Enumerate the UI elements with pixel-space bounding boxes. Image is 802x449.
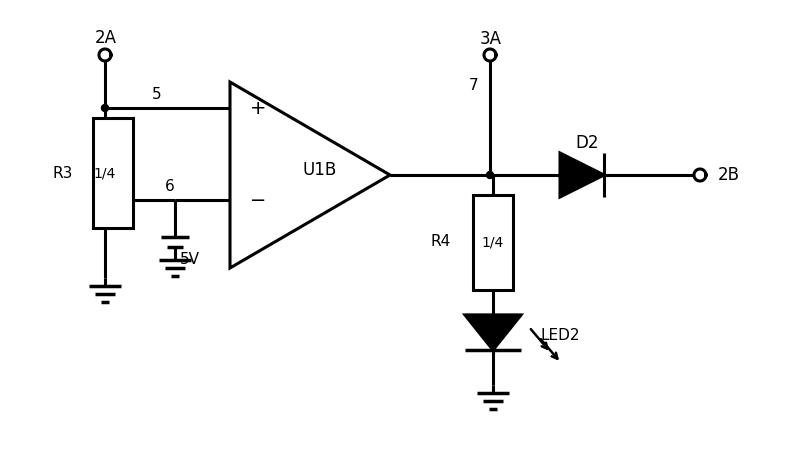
Polygon shape	[559, 153, 603, 197]
Text: D2: D2	[574, 134, 598, 152]
Text: LED2: LED2	[541, 327, 580, 343]
Text: 1/4: 1/4	[94, 166, 116, 180]
Text: 5: 5	[152, 87, 162, 101]
Text: 1/4: 1/4	[481, 235, 504, 249]
Bar	[472, 195, 512, 290]
Text: R4: R4	[430, 234, 451, 250]
Polygon shape	[229, 82, 390, 268]
Text: 5V: 5V	[180, 251, 200, 267]
Text: R3: R3	[53, 166, 73, 180]
Polygon shape	[484, 49, 496, 61]
Text: 6: 6	[165, 179, 175, 194]
Polygon shape	[99, 49, 111, 61]
Text: −: −	[249, 190, 265, 210]
Text: +: +	[249, 98, 266, 118]
Text: 3A: 3A	[480, 30, 501, 48]
Text: 7: 7	[468, 78, 478, 92]
Polygon shape	[693, 169, 705, 181]
Polygon shape	[101, 105, 108, 111]
Text: U1B: U1B	[302, 161, 337, 179]
Polygon shape	[486, 172, 493, 179]
Polygon shape	[464, 315, 520, 350]
Text: 2A: 2A	[95, 29, 117, 47]
Bar	[93, 118, 133, 228]
Text: 2B: 2B	[717, 166, 739, 184]
